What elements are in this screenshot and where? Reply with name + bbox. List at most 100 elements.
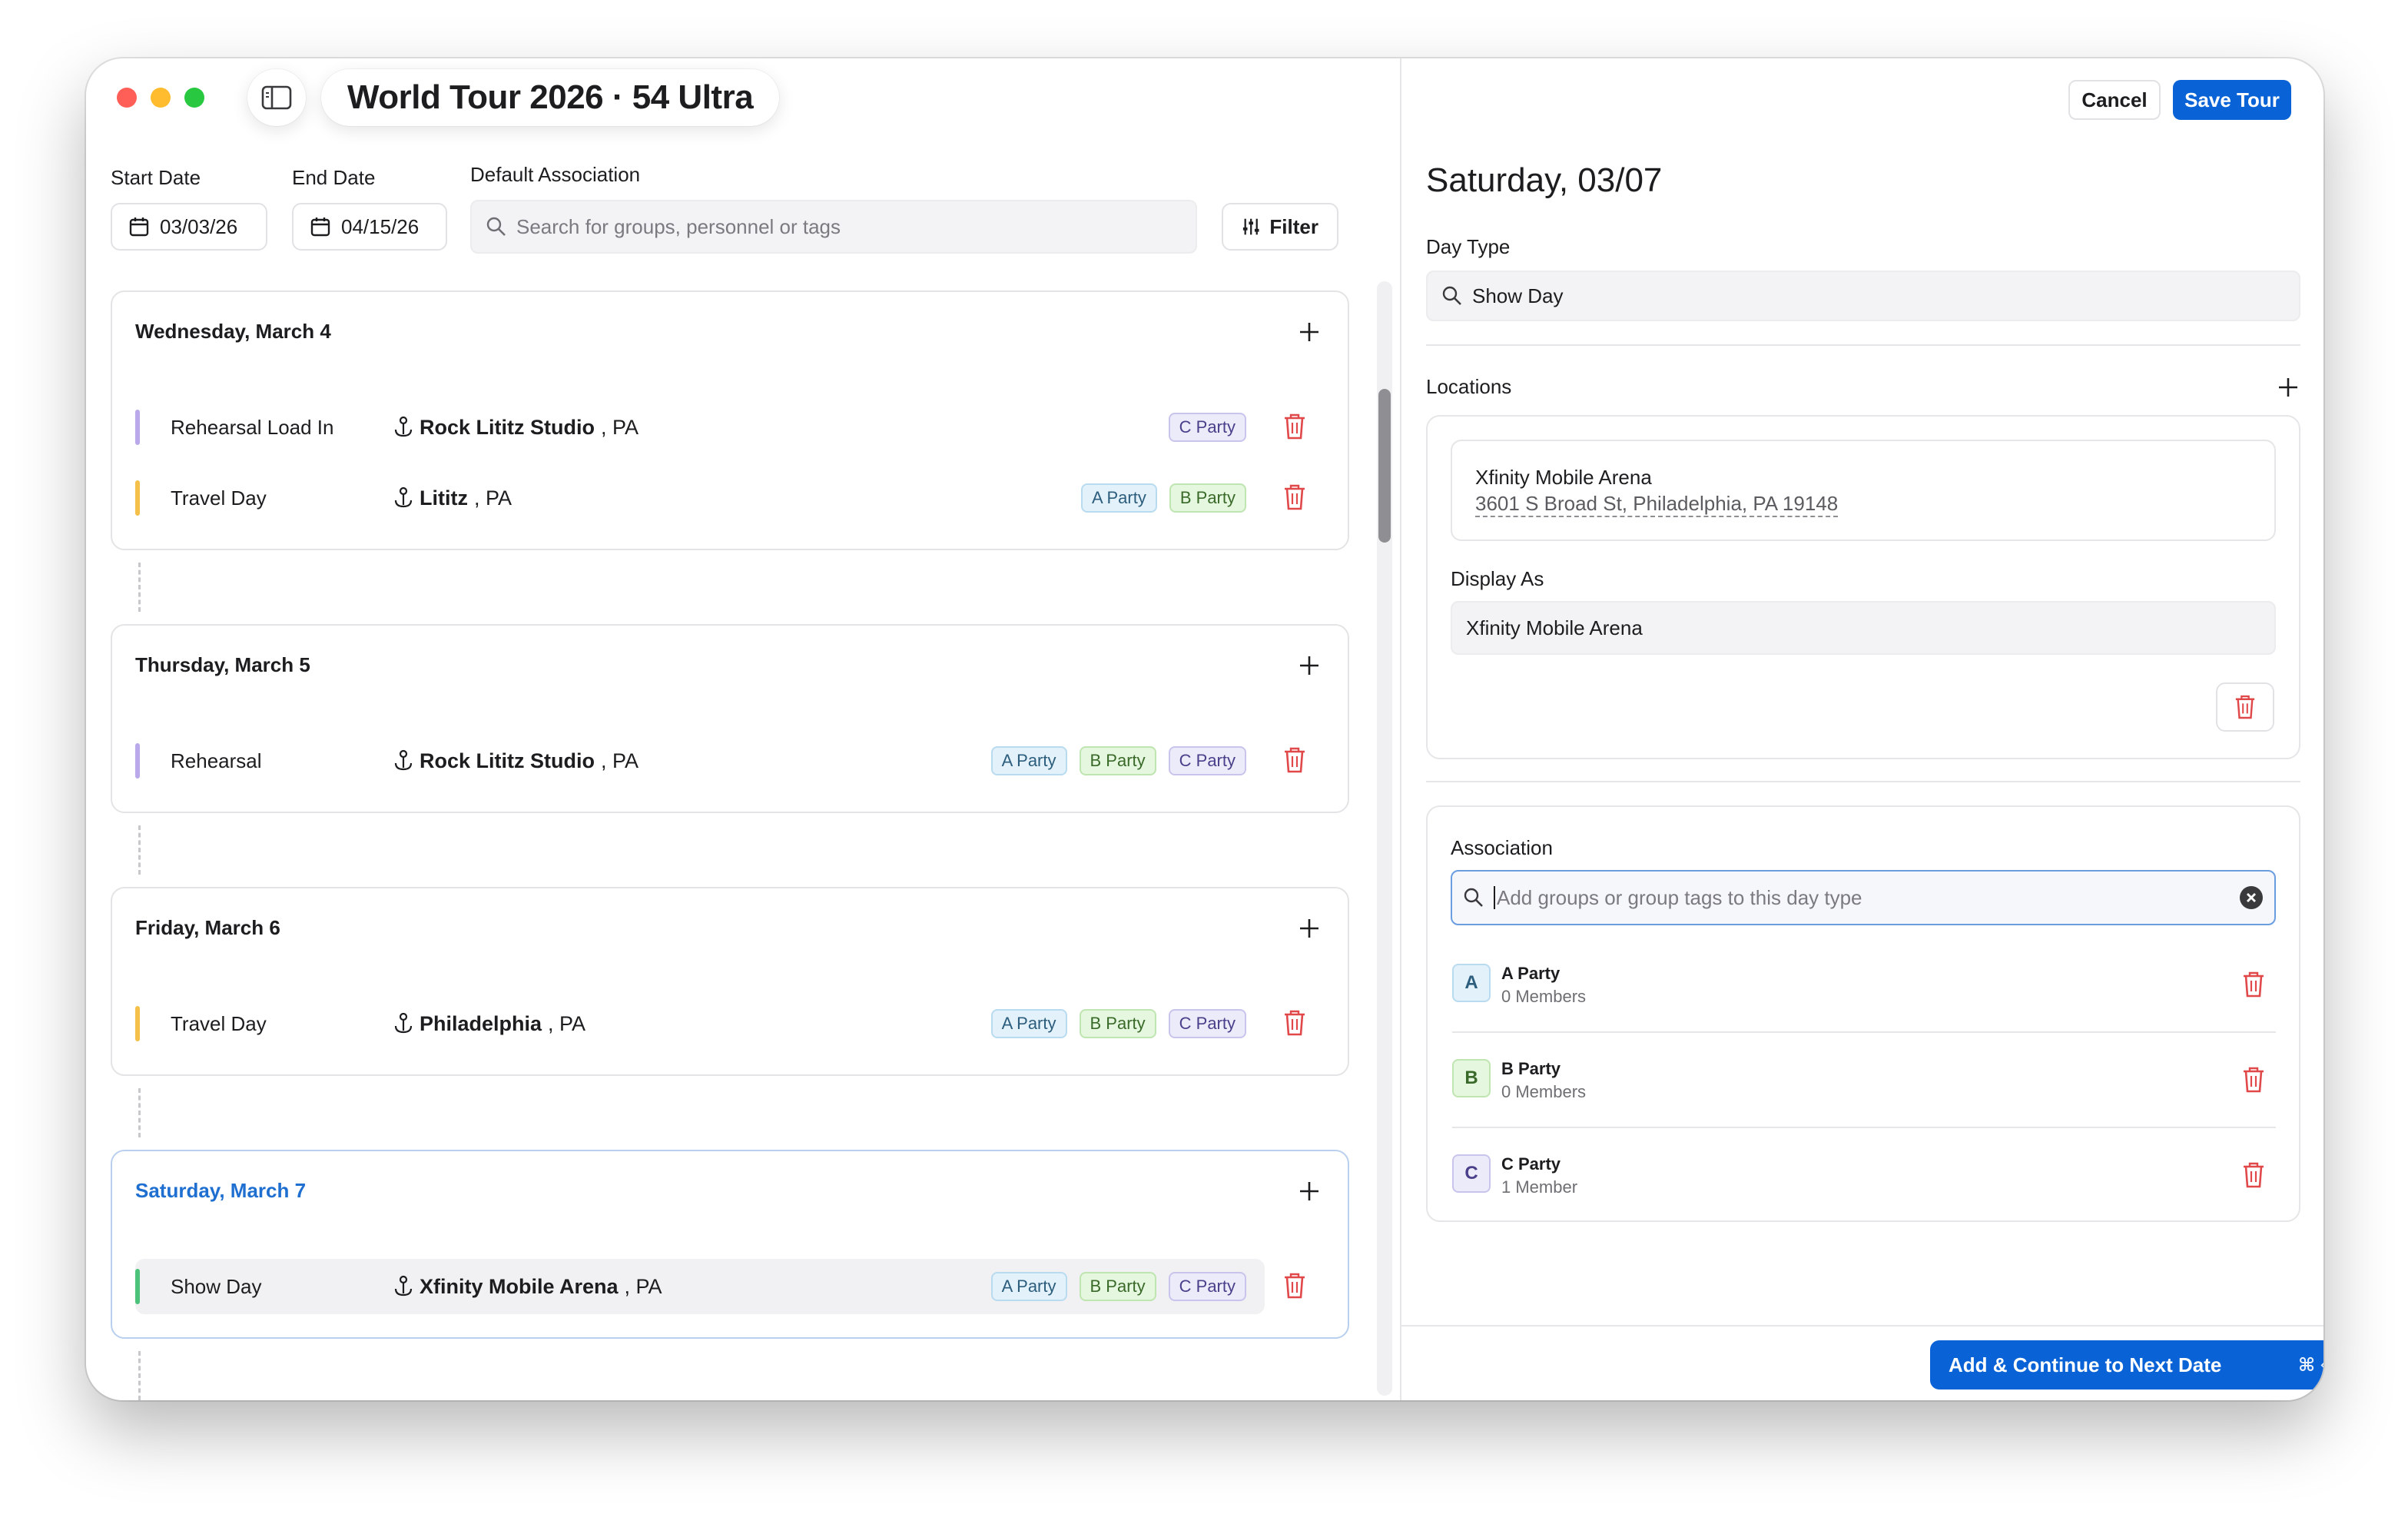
zoom-window-button[interactable] xyxy=(184,88,204,108)
group-avatar: A xyxy=(1452,964,1491,1002)
minimize-window-button[interactable] xyxy=(151,88,171,108)
event-type: Show Day xyxy=(171,1274,262,1298)
keyboard-shortcut-hint: ⌘ ⏎ xyxy=(2297,1354,2323,1376)
calendar-icon xyxy=(310,217,330,237)
event-color-bar xyxy=(135,743,140,779)
end-date-value: 04/15/26 xyxy=(341,214,420,238)
tag-a-party: A Party xyxy=(990,746,1067,775)
timeline-connector xyxy=(138,563,141,612)
end-date-picker[interactable]: 04/15/26 xyxy=(292,203,447,251)
association-label: Association xyxy=(1451,836,1553,859)
add-continue-button[interactable]: Add & Continue to Next Date ⌘ ⏎ xyxy=(1930,1340,2323,1389)
remove-association-button[interactable] xyxy=(2242,971,2265,998)
delete-event-button[interactable] xyxy=(1283,1010,1306,1036)
group-member-count: 0 Members xyxy=(1501,1082,1587,1101)
default-association-label: Default Association xyxy=(470,163,641,186)
event-row[interactable]: Travel Day Lititz, PA A Party B Party xyxy=(135,470,1265,526)
add-event-button[interactable] xyxy=(1295,1177,1323,1205)
day-card[interactable]: Thursday, March 5 Rehearsal Rock Lititz … xyxy=(111,624,1349,813)
filter-button[interactable]: Filter xyxy=(1222,203,1338,251)
trash-icon xyxy=(2235,695,2255,719)
event-row-selected[interactable]: Show Day Xfinity Mobile Arena, PA A Part… xyxy=(135,1259,1265,1314)
location-pin-icon xyxy=(394,749,413,771)
day-type-label: Day Type xyxy=(1426,235,1511,258)
delete-event-button[interactable] xyxy=(1283,484,1306,510)
association-item[interactable]: A A Party 0 Members xyxy=(1452,938,2276,1033)
add-continue-label: Add & Continue to Next Date xyxy=(1949,1353,2222,1376)
group-avatar: C xyxy=(1452,1154,1491,1193)
add-event-button[interactable] xyxy=(1295,318,1323,346)
add-event-button[interactable] xyxy=(1295,652,1323,679)
sidebar-icon xyxy=(261,85,292,110)
tag-c-party: C Party xyxy=(1168,746,1246,775)
day-card-selected[interactable]: Saturday, March 7 Show Day Xfinity Mobil… xyxy=(111,1150,1349,1339)
delete-event-button[interactable] xyxy=(1283,413,1306,440)
association-card: Association Add groups or group tags to … xyxy=(1426,805,2300,1222)
sliders-icon xyxy=(1242,218,1259,235)
location-address[interactable]: 3601 S Broad St, Philadelphia, PA 19148 xyxy=(1475,492,1839,517)
close-window-button[interactable] xyxy=(117,88,137,108)
day-type-select[interactable]: Show Day xyxy=(1426,271,2300,321)
event-place: Lititz xyxy=(420,486,468,510)
group-member-count: 0 Members xyxy=(1501,987,1587,1006)
sidebar-toggle-button[interactable] xyxy=(247,69,306,126)
detail-heading: Saturday, 03/07 xyxy=(1426,161,1663,199)
filter-label: Filter xyxy=(1269,214,1318,238)
event-place: Rock Lititz Studio xyxy=(420,749,595,772)
tag-a-party: A Party xyxy=(990,1009,1067,1038)
event-region: , PA xyxy=(600,415,639,439)
scrollbar[interactable] xyxy=(1377,281,1392,1396)
divider xyxy=(1426,781,2300,782)
event-location: Rock Lititz Studio, PA xyxy=(393,416,1169,440)
group-avatar: B xyxy=(1452,1059,1491,1097)
event-region: , PA xyxy=(600,749,639,772)
event-color-bar xyxy=(135,1006,140,1041)
remove-association-button[interactable] xyxy=(2242,1162,2265,1188)
day-card[interactable]: Friday, March 6 Travel Day Philadelphia,… xyxy=(111,887,1349,1076)
event-color-bar xyxy=(135,480,140,516)
clear-icon[interactable] xyxy=(2239,885,2264,910)
tag-a-party: A Party xyxy=(1080,483,1157,513)
search-icon xyxy=(486,217,506,236)
event-region: , PA xyxy=(473,486,512,510)
event-type: Rehearsal Load In xyxy=(171,415,334,439)
association-item[interactable]: C C Party 1 Member xyxy=(1452,1128,2276,1223)
event-place: Xfinity Mobile Arena xyxy=(420,1274,619,1298)
event-type: Rehearsal xyxy=(171,749,262,772)
event-row[interactable]: Rehearsal Rock Lititz Studio, PA A Party… xyxy=(135,733,1265,789)
location-pin-icon xyxy=(394,416,413,437)
start-date-picker[interactable]: 03/03/26 xyxy=(111,203,267,251)
cancel-button[interactable]: Cancel xyxy=(2068,80,2161,120)
tag-a-party: A Party xyxy=(990,1272,1067,1301)
toolbar-actions: Cancel Save Tour xyxy=(2068,71,2311,129)
event-row[interactable]: Travel Day Philadelphia, PA A Party B Par… xyxy=(135,996,1265,1051)
event-location: Xfinity Mobile Arena, PA xyxy=(393,1275,991,1299)
scrollbar-thumb[interactable] xyxy=(1378,389,1391,543)
delete-event-button[interactable] xyxy=(1283,747,1306,773)
location-pin-icon xyxy=(394,1012,413,1034)
location-entry[interactable]: Xfinity Mobile Arena 3601 S Broad St, Ph… xyxy=(1451,440,2276,541)
association-search-field[interactable]: Add groups or group tags to this day typ… xyxy=(1451,870,2276,925)
tag-b-party: B Party xyxy=(1169,483,1246,513)
save-tour-button[interactable]: Save Tour xyxy=(2173,80,2291,120)
association-search-placeholder: Search for groups, personnel or tags xyxy=(516,214,841,238)
event-row[interactable]: Rehearsal Load In Rock Lititz Studio, PA… xyxy=(135,400,1265,455)
display-as-input[interactable]: Xfinity Mobile Arena xyxy=(1451,601,2276,655)
delete-event-button[interactable] xyxy=(1283,1273,1306,1299)
day-type-value: Show Day xyxy=(1472,284,1564,307)
end-date-label: End Date xyxy=(292,166,376,189)
event-color-bar xyxy=(135,410,140,445)
remove-association-button[interactable] xyxy=(2242,1067,2265,1093)
day-heading: Saturday, March 7 xyxy=(135,1179,307,1202)
group-member-count: 1 Member xyxy=(1501,1177,1578,1197)
association-item[interactable]: B B Party 0 Members xyxy=(1452,1033,2276,1128)
add-event-button[interactable] xyxy=(1295,915,1323,942)
footer-divider xyxy=(1401,1325,2323,1326)
group-name: A Party xyxy=(1501,964,1561,983)
day-card[interactable]: Wednesday, March 4 Rehearsal Load In Roc… xyxy=(111,291,1349,550)
add-location-button[interactable] xyxy=(2274,374,2302,401)
association-search-input[interactable]: Search for groups, personnel or tags xyxy=(470,200,1197,254)
display-as-value: Xfinity Mobile Arena xyxy=(1466,616,1643,639)
day-detail-pane: Cancel Save Tour Saturday, 03/07 Day Typ… xyxy=(1400,58,2323,1400)
delete-location-button[interactable] xyxy=(2216,682,2274,732)
